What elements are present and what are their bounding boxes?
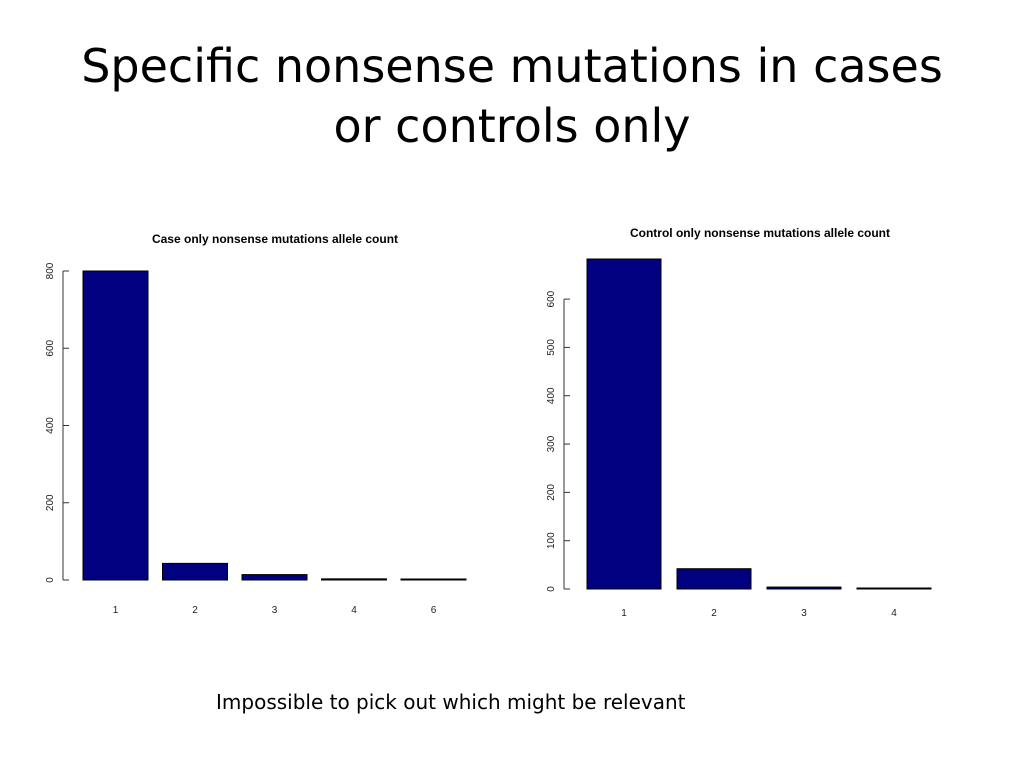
bar-group <box>586 258 932 590</box>
x-tick-label: 1 <box>621 608 627 619</box>
bar-3 <box>766 586 842 590</box>
x-axis-labels: 1 2 3 4 6 <box>113 605 437 616</box>
bar-4 <box>321 578 387 581</box>
slide-title-line-1: Specific nonsense mutations in cases <box>81 39 943 93</box>
chart-title: Control only nonsense mutations allele c… <box>630 226 890 240</box>
y-axis: 0 100 200 300 400 500 600 <box>546 290 570 592</box>
bar-3 <box>241 574 308 581</box>
bar-2 <box>162 562 228 581</box>
x-tick-label: 4 <box>351 605 357 616</box>
y-tick-label: 500 <box>546 339 557 356</box>
x-tick-label: 6 <box>431 605 437 616</box>
case-only-bar-chart: Case only nonsense mutations allele coun… <box>45 232 467 616</box>
y-tick-label: 400 <box>546 387 557 404</box>
slide-title: Specific nonsense mutations in cases or … <box>40 36 984 156</box>
y-tick-label: 100 <box>546 532 557 549</box>
bar-2 <box>676 568 752 590</box>
slide-title-line-2: or controls only <box>333 99 691 153</box>
y-tick-label: 400 <box>45 417 56 434</box>
slide-caption: Impossible to pick out which might be re… <box>216 690 686 714</box>
x-tick-label: 4 <box>891 608 897 619</box>
y-axis: 0 200 400 600 800 <box>45 262 69 583</box>
bar-1 <box>586 258 662 590</box>
y-tick-label: 600 <box>546 290 557 307</box>
bar-group <box>82 270 467 581</box>
control-only-bar-chart: Control only nonsense mutations allele c… <box>546 226 932 619</box>
x-tick-label: 3 <box>801 608 807 619</box>
chart-title: Case only nonsense mutations allele coun… <box>152 232 398 246</box>
y-tick-label: 600 <box>45 339 56 356</box>
y-tick-label: 200 <box>45 494 56 511</box>
x-tick-label: 1 <box>113 605 119 616</box>
y-tick-label: 200 <box>546 484 557 501</box>
y-tick-label: 300 <box>546 435 557 452</box>
y-tick-label: 0 <box>546 586 557 592</box>
x-tick-label: 3 <box>272 605 278 616</box>
x-tick-label: 2 <box>192 605 198 616</box>
x-axis-labels: 1 2 3 4 <box>621 608 897 619</box>
y-tick-label: 800 <box>45 262 56 279</box>
bar-6 <box>400 578 467 581</box>
y-tick-label: 0 <box>45 577 56 583</box>
x-tick-label: 2 <box>711 608 717 619</box>
bar-4 <box>856 587 932 590</box>
bar-1 <box>82 270 149 581</box>
